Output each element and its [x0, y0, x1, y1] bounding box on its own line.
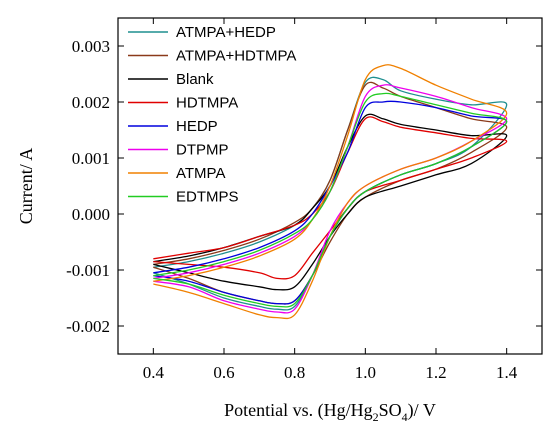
- x-axis-title: Potential vs. (Hg/Hg2SO4)/ V: [224, 400, 436, 424]
- series-line-dtpmp: [153, 84, 508, 314]
- y-tick-label: 0.003: [72, 37, 110, 56]
- series-line-hdtmpa: [153, 116, 508, 280]
- x-tick-label: 0.4: [143, 363, 165, 382]
- x-tick-label: 0.6: [213, 363, 234, 382]
- legend: ATMPA+HEDP ATMPA+HDTMPA Blank HDTMPA HEDP DTP…: [128, 24, 296, 206]
- legend-label-hedp: HEDP: [176, 118, 218, 135]
- legend-label-atmpa: ATMPA: [176, 165, 225, 182]
- plot-area-frame: [117, 17, 543, 355]
- y-axis-title: Current/ A: [16, 148, 36, 225]
- y-tick-label: 0.001: [72, 149, 110, 168]
- series-curves: [153, 64, 508, 320]
- x-axis-title-sub1: 2: [373, 410, 379, 424]
- x-tick-label: 0.8: [284, 363, 305, 382]
- legend-label-blank: Blank: [176, 71, 214, 88]
- series-line-blank: [153, 113, 508, 291]
- legend-label-edtmps: EDTMPS: [176, 189, 239, 206]
- x-axis-title-suffix: )/ V: [408, 400, 436, 421]
- y-tick-label: 0.002: [72, 93, 110, 112]
- x-axis-title-sub2: 4: [402, 410, 408, 424]
- legend-label-atmpa-hedp: ATMPA+HEDP: [176, 24, 276, 41]
- y-tick-label: -0.002: [66, 317, 110, 336]
- y-tick-label: 0.000: [72, 205, 110, 224]
- legend-label-dtpmp: DTPMP: [176, 142, 229, 159]
- x-tick-label: 1.4: [496, 363, 518, 382]
- x-axis-title-mid: SO: [379, 400, 402, 420]
- series-line-atmpa: [153, 64, 508, 320]
- x-tick-label: 1.2: [425, 363, 446, 382]
- x-axis-title-prefix: Potential vs. (Hg/Hg: [224, 400, 373, 421]
- legend-label-hdtmpa: HDTMPA: [176, 95, 238, 112]
- series-line-edtmps: [153, 92, 508, 308]
- y-tick-label: -0.001: [66, 261, 110, 280]
- x-tick-label: 1.0: [355, 363, 376, 382]
- legend-label-atmpa-hdtmpa: ATMPA+HDTMPA: [176, 48, 296, 65]
